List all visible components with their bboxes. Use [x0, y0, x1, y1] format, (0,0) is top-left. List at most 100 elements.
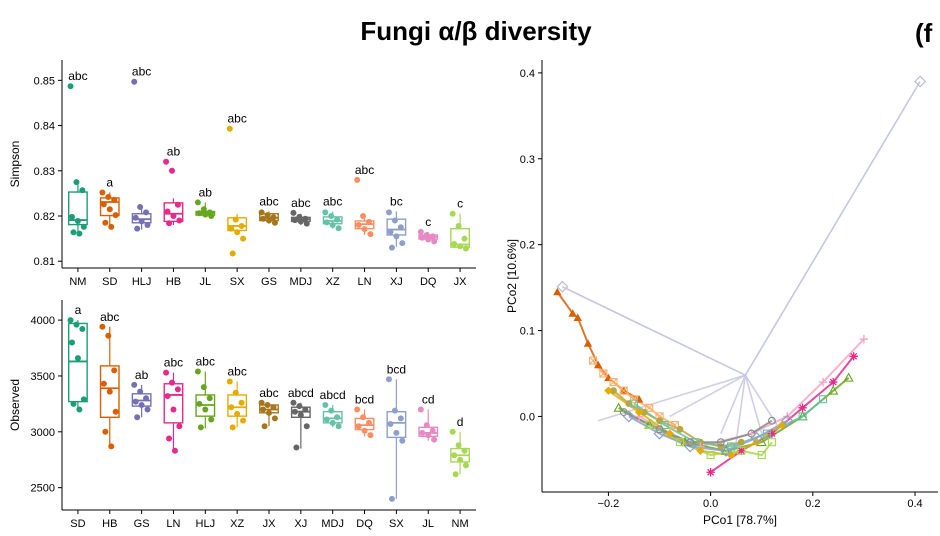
data-point: [322, 209, 329, 216]
significance-letter: abcd: [288, 386, 314, 400]
box-group-xz: abc XZ: [322, 194, 343, 288]
data-point: [388, 244, 395, 251]
marker-square: [645, 420, 654, 430]
significance-letter: abc: [132, 65, 151, 79]
data-point: [69, 213, 76, 220]
significance-letter: d: [457, 415, 464, 429]
data-point: [399, 240, 406, 247]
data-point: [328, 213, 335, 219]
box-group-nm: d NM: [449, 415, 471, 530]
marker-diamond: [750, 431, 763, 444]
data-point: [168, 379, 175, 386]
data-point: [67, 83, 74, 90]
data-point: [323, 219, 330, 226]
data-point: [79, 187, 86, 194]
data-point: [174, 386, 181, 393]
data-point: [69, 339, 76, 346]
data-point: [385, 376, 392, 383]
x-tick-label: SD: [70, 518, 85, 530]
significance-letter: c: [457, 197, 463, 211]
data-point: [144, 222, 151, 229]
data-point: [166, 435, 173, 442]
data-point: [105, 332, 112, 339]
marker-square: [619, 386, 628, 395]
data-point: [144, 406, 151, 413]
marker-plus: [747, 429, 756, 438]
marker-diamond: [752, 437, 761, 447]
data-point: [196, 210, 203, 217]
data-point: [196, 400, 203, 407]
data-point: [461, 447, 468, 454]
data-point: [455, 442, 462, 449]
box-group-hb: abc HB: [99, 310, 120, 530]
x-tick-label: JL: [199, 276, 211, 288]
marker-cross: [609, 378, 618, 386]
data-point: [234, 410, 241, 417]
x-tick-label: SD: [102, 276, 117, 288]
series-magenta-stars: [706, 352, 858, 477]
marker-triangle: [843, 372, 854, 382]
data-point: [334, 414, 341, 421]
series-path-brown-triangles: [556, 291, 640, 401]
marker-triangle: [828, 385, 839, 395]
significance-letter: bc: [390, 194, 403, 208]
marker-diamond: [719, 444, 732, 457]
data-point: [108, 443, 115, 450]
series-path-teal-squares: [633, 398, 824, 448]
significance-letter: c: [425, 215, 431, 229]
data-point: [322, 402, 329, 408]
series-outlier-diamonds: [556, 75, 927, 293]
marker-diamond: [781, 414, 794, 427]
box-group-jx: c JX: [449, 197, 471, 288]
y-axis-title: Observed: [8, 379, 22, 431]
data-point: [457, 456, 464, 463]
data-point: [100, 201, 107, 208]
data-point: [260, 406, 267, 413]
data-point: [303, 423, 310, 430]
marker-triangle: [583, 339, 593, 347]
y-axis-title: PCo2 [10.6%]: [505, 239, 519, 313]
simpson-boxplot: 0.810.820.830.840.85SimpsonabcNMaSDabcHL…: [8, 60, 476, 288]
data-point: [226, 378, 233, 385]
observed-boxplot: 2500 3000 3500 4000 Observed a SD abc HB ab GS abc L…: [8, 300, 476, 530]
data-point: [360, 213, 367, 219]
x-tick-label: SX: [230, 276, 245, 288]
marker-square: [629, 395, 639, 404]
box-group-hb: ab HB: [163, 145, 184, 288]
data-point: [429, 233, 436, 240]
data-point: [329, 222, 336, 229]
marker-plus: [859, 334, 869, 344]
data-point: [208, 416, 215, 423]
data-point: [264, 212, 271, 219]
marker-circle: [737, 438, 745, 446]
figure-title: Fungi α/β diversity: [360, 16, 592, 46]
data-point: [132, 214, 139, 221]
significance-letter: bcd: [355, 392, 374, 406]
data-point: [355, 423, 362, 430]
data-point: [228, 404, 235, 411]
x-tick-label: DQ: [420, 276, 437, 288]
significance-letter: abc: [68, 69, 87, 83]
x-tick-label: DQ: [356, 518, 373, 530]
marker-circle: [655, 425, 664, 434]
data-point: [361, 226, 368, 233]
marker-diamond: [604, 386, 613, 395]
data-point: [367, 432, 374, 439]
data-point: [260, 215, 267, 222]
y-tick-label: 2500: [31, 483, 55, 495]
significance-letter: abc: [291, 196, 310, 210]
marker-star: [767, 429, 777, 438]
marker-circle: [610, 387, 617, 395]
y-tick-label: 3000: [31, 427, 55, 439]
box-group-xj: bc XJ: [385, 194, 407, 288]
data-point: [425, 432, 432, 439]
data-point: [449, 428, 456, 435]
data-point: [80, 223, 87, 230]
data-point: [229, 250, 236, 257]
marker-circle: [767, 416, 776, 425]
data-point: [143, 395, 150, 402]
data-point: [166, 220, 173, 227]
x-tick-label: JL: [422, 518, 434, 530]
data-point: [105, 194, 112, 201]
data-point: [137, 388, 144, 395]
